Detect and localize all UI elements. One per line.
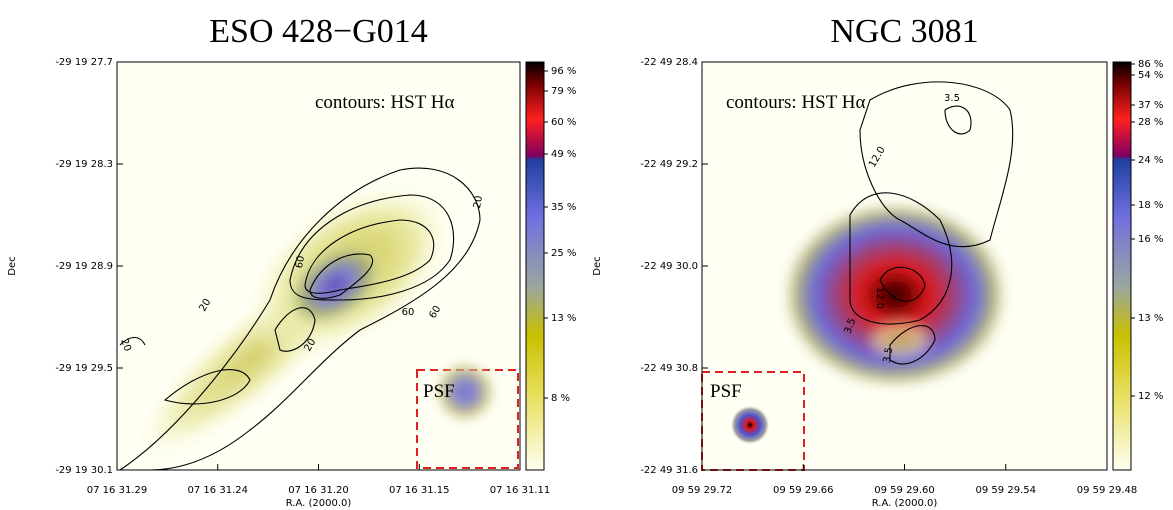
panel-title: ESO 428−G014 xyxy=(209,13,427,50)
colorbar-label: 86 % xyxy=(1138,59,1163,70)
y-tick-label: -29 19 30.1 xyxy=(55,465,113,476)
x-axis-label: R.A. (2000.0) xyxy=(286,498,352,509)
psf-label: PSF xyxy=(710,381,742,402)
annotation: contours: HST Hα xyxy=(726,92,865,113)
x-tick-label: 09 59 29.54 xyxy=(976,485,1036,496)
image-right xyxy=(701,61,1108,471)
contour-label: 60 xyxy=(294,255,307,269)
colorbar-label: 37 % xyxy=(1138,100,1163,111)
colorbar-label: 96 % xyxy=(551,66,576,77)
image-left xyxy=(116,61,521,471)
y-tick-label: -22 49 31.6 xyxy=(640,465,698,476)
x-tick-label: 09 59 29.72 xyxy=(672,485,732,496)
x-tick-label: 07 16 31.24 xyxy=(188,485,248,496)
panel-title: NGC 3081 xyxy=(830,13,978,50)
x-tick-label: 07 16 31.11 xyxy=(490,485,550,496)
colorbar-label: 60 % xyxy=(551,117,576,128)
y-tick-label: -22 49 30.8 xyxy=(640,363,698,374)
contour-label: 3.5 xyxy=(944,93,960,104)
contour-label: 3.5 xyxy=(882,346,896,364)
colorbar-label: 16 % xyxy=(1138,234,1163,245)
y-axis-label: Dec xyxy=(592,256,603,275)
y-tick-label: -29 19 27.7 xyxy=(55,57,113,68)
colorbar-label: 18 % xyxy=(1138,200,1163,211)
y-tick-label: -22 49 30.0 xyxy=(640,261,698,272)
x-tick-label: 09 59 29.60 xyxy=(874,485,934,496)
colorbar-label: 24 % xyxy=(1138,155,1163,166)
x-tick-label: 07 16 31.15 xyxy=(389,485,449,496)
x-tick-label: 09 59 29.48 xyxy=(1077,485,1137,496)
colorbar-label: 13 % xyxy=(551,313,576,324)
contour-label: 3.5 xyxy=(843,317,859,336)
x-tick-label: 07 16 31.29 xyxy=(87,485,147,496)
contour-label: 20 xyxy=(472,195,485,209)
annotation: contours: HST Hα xyxy=(315,92,454,113)
y-tick-label: -29 19 28.3 xyxy=(55,159,113,170)
x-tick-label: 07 16 31.20 xyxy=(288,485,348,496)
colorbar-label: 54 % xyxy=(1138,70,1163,81)
y-axis-label: Dec xyxy=(7,256,18,275)
y-tick-label: -22 49 28.4 xyxy=(640,57,698,68)
colorbar-label: 13 % xyxy=(1138,313,1163,324)
contour-label: 12.0 xyxy=(874,287,885,309)
colorbar xyxy=(1112,61,1132,471)
contour-label: 20 xyxy=(118,337,133,353)
y-tick-label: -29 19 29.5 xyxy=(55,363,113,374)
contour-label: 60 xyxy=(402,307,415,318)
psf-label: PSF xyxy=(423,381,455,402)
y-tick-label: -22 49 29.2 xyxy=(640,159,698,170)
colorbar-label: 25 % xyxy=(551,248,576,259)
colorbar-label: 35 % xyxy=(551,202,576,213)
x-axis-label: R.A. (2000.0) xyxy=(872,498,938,509)
colorbar-label: 12 % xyxy=(1138,391,1163,402)
colorbar-label: 49 % xyxy=(551,149,576,160)
colorbar-label: 28 % xyxy=(1138,117,1163,128)
x-tick-label: 09 59 29.66 xyxy=(773,485,833,496)
colorbar xyxy=(525,61,545,471)
y-tick-label: -29 19 28.9 xyxy=(55,261,113,272)
colorbar-label: 79 % xyxy=(551,86,576,97)
colorbar-label: 8 % xyxy=(551,393,570,404)
